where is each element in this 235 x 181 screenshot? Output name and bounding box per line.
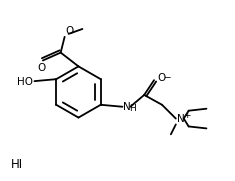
Text: −: −	[163, 72, 170, 81]
Text: O: O	[38, 63, 46, 73]
Text: N: N	[177, 113, 184, 124]
Text: O: O	[157, 73, 165, 83]
Text: N: N	[123, 102, 131, 112]
Text: HO: HO	[17, 77, 34, 87]
Text: H: H	[129, 104, 136, 113]
Text: +: +	[183, 111, 190, 120]
Text: HI: HI	[11, 158, 24, 171]
Text: O: O	[66, 26, 74, 36]
